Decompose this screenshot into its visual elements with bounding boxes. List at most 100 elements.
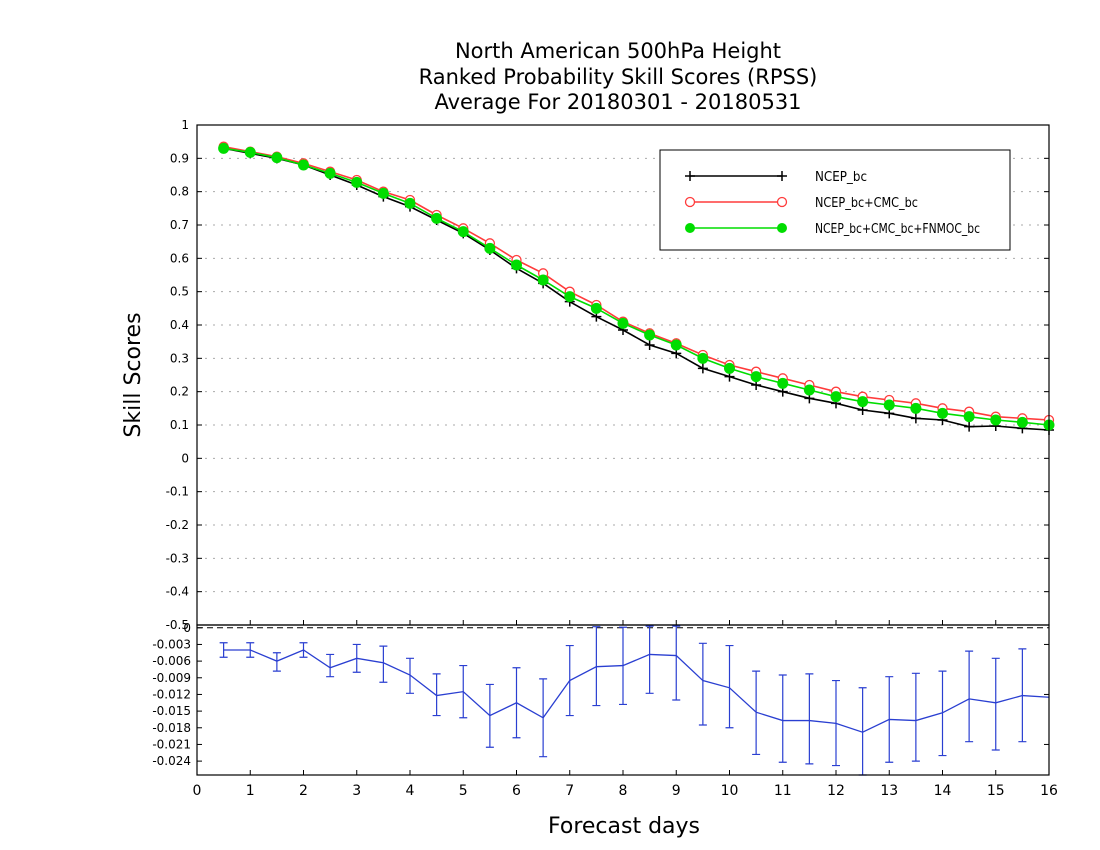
data-point-filled-circle — [803, 384, 815, 396]
x-tick-label: 5 — [459, 783, 468, 799]
data-point-filled-circle — [484, 242, 496, 254]
error-bar — [619, 626, 627, 706]
data-point-filled-circle — [724, 362, 735, 374]
error-bar — [645, 625, 654, 694]
error-bar — [246, 642, 255, 658]
error-bar — [965, 650, 974, 743]
data-point-filled-circle — [617, 317, 629, 329]
x-tick-label: 15 — [987, 783, 1005, 799]
data-point-filled-circle — [324, 167, 336, 179]
error-bar — [219, 642, 228, 658]
x-tick-label: 13 — [880, 783, 898, 799]
diff-plot: 0 -0.003 -0.006 -0.009 -0.012 -0.015 -0.018 -0.… — [152, 621, 1050, 776]
data-point-filled-circle — [697, 352, 709, 364]
data-point-plus — [964, 421, 975, 432]
error-bar — [592, 626, 601, 707]
error-bar — [299, 642, 308, 658]
data-point-filled-circle — [857, 396, 869, 408]
data-point-filled-circle — [351, 176, 363, 188]
x-tick-label: 16 — [1040, 783, 1058, 799]
x-tick-label: 1 — [246, 783, 255, 799]
diff-y-tick-label: -0.015 — [152, 704, 191, 718]
data-point-filled-circle — [644, 329, 656, 341]
chart-title-line-1: North American 500hPa Height — [455, 39, 781, 63]
data-point-filled-circle — [404, 197, 416, 209]
error-bar — [352, 643, 361, 673]
error-bar — [272, 652, 281, 672]
y-tick-label: 0.2 — [170, 385, 189, 399]
data-point-plus — [910, 413, 921, 424]
legend-marker — [776, 196, 788, 208]
y-tick-label: 0 — [181, 451, 189, 465]
main-plot: 1 0.9 0.8 0.7 0.6 0.5 0.4 0.3 0.2 0.1 0 -0.1 -0.2 -0.… — [166, 118, 1055, 632]
data-point-filled-circle — [298, 159, 309, 171]
y-tick-label: 0.7 — [170, 218, 189, 232]
error-bar — [672, 625, 681, 701]
x-tick-label: 3 — [352, 783, 361, 799]
x-tick-label: 4 — [406, 783, 415, 799]
diff-y-tick-label: -0.021 — [152, 737, 191, 751]
x-tick-label: 0 — [193, 783, 202, 799]
data-point-plus — [697, 363, 708, 374]
series-line-NCEP_bc — [223, 147, 1050, 431]
data-point-filled-circle — [590, 302, 602, 314]
diff-series — [197, 625, 1050, 776]
legend-items: NCEP_bc NCEP_bc+CMC_bc NCEP_bc+CMC_bc+FNMO… — [684, 170, 980, 237]
data-point-filled-circle — [511, 259, 522, 271]
y-tick-label: 1 — [181, 118, 189, 132]
legend-marker — [685, 171, 695, 181]
y-tick-label: 0.9 — [170, 151, 189, 165]
error-bar — [539, 678, 548, 758]
diff-y-tick-label: -0.018 — [152, 721, 191, 735]
y-tick-label: 0.8 — [170, 185, 189, 199]
y-tick-label: -0.1 — [166, 485, 189, 499]
x-tick-label: 2 — [299, 783, 308, 799]
error-bar — [911, 672, 920, 762]
data-point-filled-circle — [564, 291, 576, 303]
error-bar — [432, 673, 441, 717]
data-point-filled-circle — [990, 414, 1002, 426]
y-tick-label: 0.5 — [170, 285, 189, 299]
error-bar — [406, 657, 414, 694]
legend-marker — [777, 223, 787, 233]
data-point-filled-circle — [537, 274, 549, 286]
chart-title-line-3: Average For 20180301 - 20180531 — [434, 90, 801, 114]
x-tick-label: 10 — [721, 783, 739, 799]
legend-label: NCEP_bc — [815, 170, 867, 185]
difference-line — [223, 649, 1050, 733]
error-bar — [326, 653, 335, 678]
data-point-plus — [644, 340, 655, 350]
diff-y-tick-label: -0.006 — [152, 654, 191, 668]
error-bar — [1018, 648, 1027, 743]
error-bar — [832, 679, 840, 767]
error-bar — [725, 644, 734, 729]
diff-y-tick-label: -0.024 — [152, 754, 191, 768]
data-point-filled-circle — [271, 152, 283, 164]
data-point-filled-circle — [830, 391, 842, 403]
main-y-ticks: 1 0.9 0.8 0.7 0.6 0.5 0.4 0.3 0.2 0.1 0 -0.1 -0.2 -0.… — [166, 118, 1049, 632]
legend-marker — [685, 223, 695, 233]
x-tick-label: 11 — [774, 783, 792, 799]
error-bar — [512, 667, 521, 739]
legend-box — [659, 149, 1011, 251]
legend: NCEP_bc NCEP_bc+CMC_bc NCEP_bc+CMC_bc+FNMO… — [659, 149, 1011, 251]
data-point-filled-circle — [218, 142, 230, 154]
chart-title-line-2: Ranked Probability Skill Scores (RPSS) — [419, 65, 818, 89]
legend-marker — [684, 196, 696, 208]
error-bar — [885, 676, 894, 763]
data-point-filled-circle — [457, 226, 469, 238]
data-point-filled-circle — [377, 187, 389, 199]
error-bar — [752, 670, 761, 756]
diff-y-tick-label: -0.003 — [152, 637, 191, 651]
data-point-filled-circle — [1016, 416, 1028, 428]
diff-y-tick-label: -0.009 — [152, 671, 191, 685]
x-tick-label: 14 — [934, 783, 952, 799]
error-bar — [379, 645, 388, 683]
data-point-filled-circle — [937, 407, 948, 419]
error-bar — [991, 657, 1000, 751]
error-bar — [459, 664, 468, 719]
legend-label: NCEP_bc+CMC_bc — [815, 196, 918, 211]
x-tick-label: 8 — [619, 783, 628, 799]
data-point-filled-circle — [244, 146, 256, 158]
